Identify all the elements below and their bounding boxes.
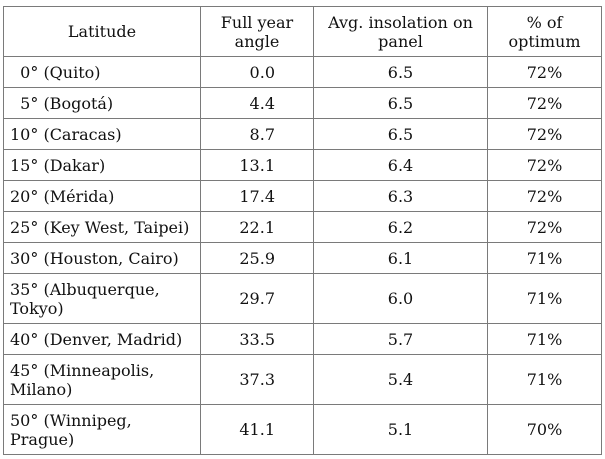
angle-cell: 37.3 [200, 354, 314, 405]
table-row: 40° (Denver, Madrid) 33.5 5.7 71% [3, 323, 602, 355]
insolation-cell: 6.4 [313, 149, 488, 181]
optimum-cell: 72% [487, 56, 602, 88]
angle-cell: 8.7 [200, 118, 314, 150]
latitude-cell: 45° (Minneapolis, Milano) [3, 354, 201, 405]
optimum-cell: 71% [487, 273, 602, 324]
header-latitude: Latitude [3, 6, 201, 57]
optimum-cell: 72% [487, 211, 602, 243]
angle-cell: 33.5 [200, 323, 314, 355]
angle-cell: 25.9 [200, 242, 314, 274]
insolation-cell: 5.7 [313, 323, 488, 355]
optimum-cell: 72% [487, 180, 602, 212]
header-full-year-angle: Full year angle [200, 6, 314, 57]
optimum-cell: 71% [487, 242, 602, 274]
insolation-cell: 5.1 [313, 404, 488, 455]
table-row: 5° (Bogotá) 4.4 6.5 72% [3, 87, 602, 119]
latitude-cell: 40° (Denver, Madrid) [3, 323, 201, 355]
table-row: 30° (Houston, Cairo) 25.9 6.1 71% [3, 242, 602, 274]
latitude-cell: 35° (Albuquerque, Tokyo) [3, 273, 201, 324]
optimum-cell: 72% [487, 149, 602, 181]
latitude-cell: 50° (Winnipeg, Prague) [3, 404, 201, 455]
table-row: 20° (Mérida) 17.4 6.3 72% [3, 180, 602, 212]
optimum-cell: 72% [487, 87, 602, 119]
header-avg-insolation: Avg. insolation on panel [313, 6, 488, 57]
insolation-cell: 6.5 [313, 56, 488, 88]
latitude-cell: 0° (Quito) [3, 56, 201, 88]
table-header-row: Latitude Full year angle Avg. insolation… [3, 6, 602, 57]
table-row: 35° (Albuquerque, Tokyo) 29.7 6.0 71% [3, 273, 602, 324]
optimum-cell: 71% [487, 354, 602, 405]
angle-cell: 0.0 [200, 56, 314, 88]
angle-cell: 13.1 [200, 149, 314, 181]
latitude-cell: 20° (Mérida) [3, 180, 201, 212]
insolation-cell: 6.5 [313, 87, 488, 119]
insolation-cell: 5.4 [313, 354, 488, 405]
table-row: 25° (Key West, Taipei) 22.1 6.2 72% [3, 211, 602, 243]
latitude-cell: 10° (Caracas) [3, 118, 201, 150]
table-row: 50° (Winnipeg, Prague) 41.1 5.1 70% [3, 404, 602, 455]
optimum-cell: 70% [487, 404, 602, 455]
insolation-cell: 6.1 [313, 242, 488, 274]
table-row: 45° (Minneapolis, Milano) 37.3 5.4 71% [3, 354, 602, 405]
angle-cell: 41.1 [200, 404, 314, 455]
latitude-cell: 5° (Bogotá) [3, 87, 201, 119]
header-percent-optimum: % of optimum [487, 6, 602, 57]
angle-cell: 4.4 [200, 87, 314, 119]
insolation-cell: 6.5 [313, 118, 488, 150]
solar-angle-table: Latitude Full year angle Avg. insolation… [3, 6, 602, 455]
optimum-cell: 71% [487, 323, 602, 355]
latitude-cell: 30° (Houston, Cairo) [3, 242, 201, 274]
optimum-cell: 72% [487, 118, 602, 150]
angle-cell: 17.4 [200, 180, 314, 212]
angle-cell: 29.7 [200, 273, 314, 324]
table-row: 15° (Dakar) 13.1 6.4 72% [3, 149, 602, 181]
insolation-cell: 6.2 [313, 211, 488, 243]
latitude-cell: 15° (Dakar) [3, 149, 201, 181]
angle-cell: 22.1 [200, 211, 314, 243]
table-row: 10° (Caracas) 8.7 6.5 72% [3, 118, 602, 150]
insolation-cell: 6.0 [313, 273, 488, 324]
latitude-cell: 25° (Key West, Taipei) [3, 211, 201, 243]
table-row: 0° (Quito) 0.0 6.5 72% [3, 56, 602, 88]
insolation-cell: 6.3 [313, 180, 488, 212]
